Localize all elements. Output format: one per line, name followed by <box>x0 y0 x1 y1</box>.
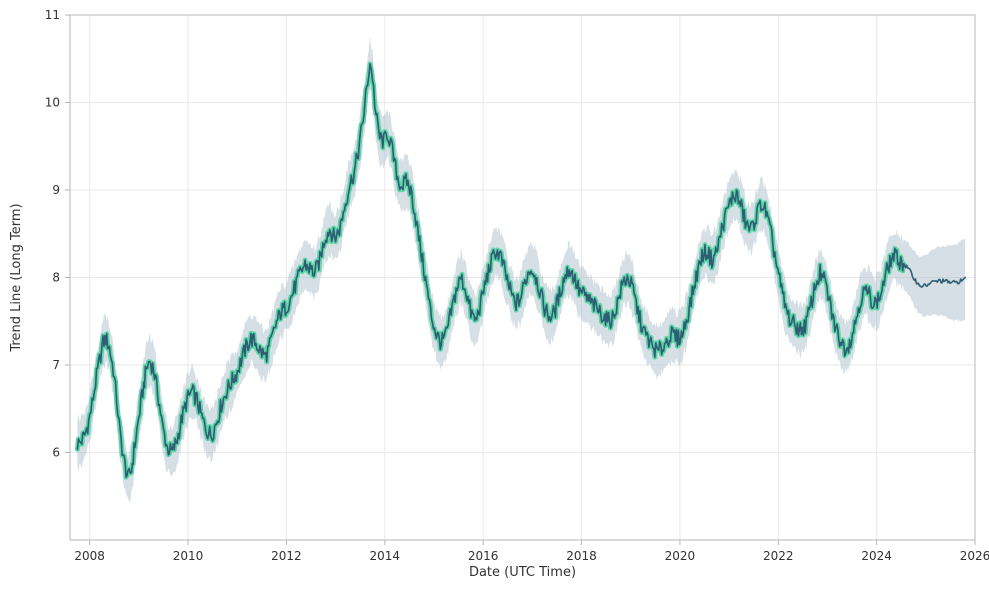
y-axis-label: Trend Line (Long Term) <box>9 203 24 352</box>
y-tick-label: 10 <box>45 96 60 110</box>
x-axis-label: Date (UTC Time) <box>469 565 576 580</box>
x-tick-label: 2010 <box>173 549 204 563</box>
y-tick-label: 11 <box>45 8 60 22</box>
y-tick-label: 9 <box>52 183 60 197</box>
x-tick-label: 2014 <box>370 549 401 563</box>
trend-chart: 2008 2010 2012 2014 2016 2018 2020 2022 2024 2026… <box>0 0 989 590</box>
x-tick-label: 2018 <box>566 549 597 563</box>
x-tick-label: 2026 <box>960 549 989 563</box>
x-tick-label: 2024 <box>861 549 892 563</box>
x-tick-label: 2016 <box>468 549 499 563</box>
y-tick-label: 6 <box>52 446 60 460</box>
y-tick-label: 8 <box>52 271 60 285</box>
chart-svg: 2008 2010 2012 2014 2016 2018 2020 2022 2024 2026… <box>0 0 989 590</box>
y-tick-label: 7 <box>52 358 60 372</box>
x-tick-label: 2008 <box>74 549 105 563</box>
x-tick-label: 2022 <box>763 549 794 563</box>
x-tick-label: 2012 <box>271 549 302 563</box>
x-tick-label: 2020 <box>665 549 696 563</box>
